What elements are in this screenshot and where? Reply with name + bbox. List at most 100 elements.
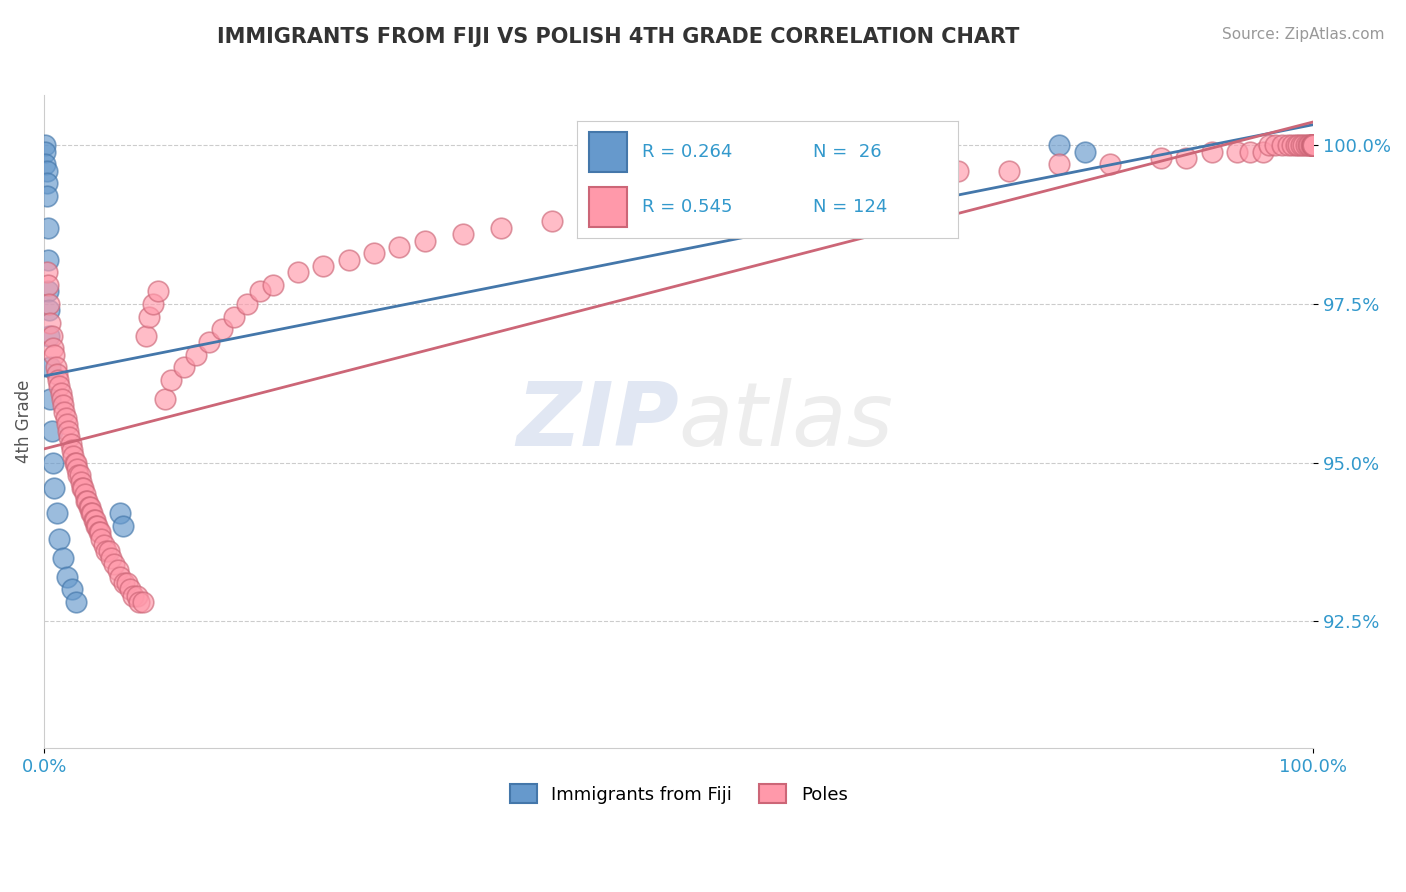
- Immigrants from Fiji: [42, 456, 65, 470]
- Poles: [62, 449, 84, 463]
- Immigrants from Fiji: [37, 285, 59, 299]
- Poles: [1257, 138, 1279, 153]
- Immigrants from Fiji: [34, 157, 56, 171]
- Poles: [1302, 138, 1324, 153]
- Poles: [69, 468, 91, 483]
- Poles: [160, 373, 183, 387]
- Poles: [1226, 145, 1249, 159]
- Poles: [67, 468, 90, 483]
- Poles: [44, 360, 66, 375]
- Poles: [48, 379, 70, 393]
- Poles: [1281, 138, 1303, 153]
- Poles: [1302, 138, 1324, 153]
- Immigrants from Fiji: [52, 550, 75, 565]
- Poles: [51, 392, 73, 406]
- Poles: [1302, 138, 1324, 153]
- Poles: [115, 576, 138, 591]
- Poles: [896, 170, 918, 185]
- Immigrants from Fiji: [110, 506, 132, 520]
- Poles: [1302, 138, 1324, 153]
- Poles: [96, 544, 118, 558]
- Poles: [49, 385, 72, 400]
- Poles: [845, 177, 868, 191]
- Poles: [76, 493, 98, 508]
- Immigrants from Fiji: [38, 303, 60, 318]
- Poles: [1150, 151, 1173, 165]
- Poles: [153, 392, 176, 406]
- Poles: [112, 576, 135, 591]
- Poles: [65, 456, 87, 470]
- Poles: [86, 519, 108, 533]
- Immigrants from Fiji: [65, 595, 87, 609]
- Poles: [1301, 138, 1323, 153]
- Poles: [107, 563, 129, 577]
- Immigrants from Fiji: [37, 252, 59, 267]
- Poles: [35, 265, 58, 279]
- Poles: [90, 532, 112, 546]
- Poles: [100, 550, 122, 565]
- Poles: [103, 557, 125, 571]
- Text: atlas: atlas: [679, 378, 894, 465]
- Poles: [97, 544, 120, 558]
- Poles: [1296, 138, 1319, 153]
- Poles: [1292, 138, 1315, 153]
- Legend: Immigrants from Fiji, Poles: Immigrants from Fiji, Poles: [502, 777, 855, 811]
- Poles: [413, 234, 436, 248]
- Poles: [1301, 138, 1323, 153]
- Poles: [41, 328, 63, 343]
- Poles: [337, 252, 360, 267]
- Poles: [643, 202, 665, 216]
- Poles: [1277, 138, 1299, 153]
- Poles: [287, 265, 309, 279]
- Poles: [1302, 138, 1324, 153]
- Poles: [1239, 145, 1261, 159]
- Poles: [72, 481, 94, 495]
- Poles: [148, 285, 170, 299]
- Poles: [198, 334, 221, 349]
- Poles: [138, 310, 160, 324]
- Poles: [80, 506, 103, 520]
- Poles: [37, 277, 59, 292]
- Poles: [56, 417, 79, 432]
- Immigrants from Fiji: [41, 424, 63, 438]
- Poles: [224, 310, 246, 324]
- Poles: [1302, 138, 1324, 153]
- Immigrants from Fiji: [39, 392, 62, 406]
- Immigrants from Fiji: [35, 189, 58, 203]
- Immigrants from Fiji: [39, 360, 62, 375]
- Poles: [1201, 145, 1223, 159]
- Poles: [249, 285, 271, 299]
- Poles: [946, 163, 969, 178]
- Poles: [388, 240, 411, 254]
- Immigrants from Fiji: [34, 138, 56, 153]
- Poles: [1302, 138, 1324, 153]
- Poles: [132, 595, 155, 609]
- Poles: [58, 424, 80, 438]
- Immigrants from Fiji: [35, 177, 58, 191]
- Poles: [70, 481, 93, 495]
- Poles: [60, 442, 83, 457]
- Immigrants from Fiji: [111, 519, 134, 533]
- Poles: [87, 525, 110, 540]
- Poles: [59, 436, 82, 450]
- Poles: [1302, 138, 1324, 153]
- Poles: [82, 506, 104, 520]
- Poles: [93, 538, 115, 552]
- Poles: [1289, 138, 1312, 153]
- Poles: [84, 519, 107, 533]
- Poles: [45, 367, 67, 381]
- Poles: [135, 328, 157, 343]
- Poles: [540, 214, 562, 228]
- Immigrants from Fiji: [48, 532, 70, 546]
- Immigrants from Fiji: [60, 582, 83, 597]
- Poles: [1270, 138, 1292, 153]
- Poles: [83, 513, 105, 527]
- Poles: [70, 475, 93, 489]
- Poles: [53, 405, 76, 419]
- Immigrants from Fiji: [35, 163, 58, 178]
- Poles: [38, 297, 60, 311]
- Poles: [83, 513, 105, 527]
- Immigrants from Fiji: [44, 481, 66, 495]
- Poles: [997, 163, 1019, 178]
- Poles: [312, 259, 335, 273]
